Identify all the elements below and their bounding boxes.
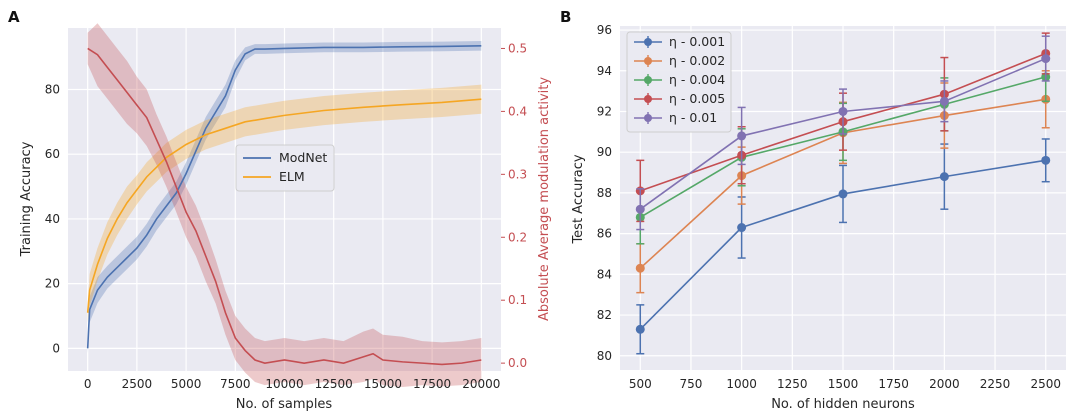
x-tick-label: 1000 (726, 377, 757, 391)
panel-a-label: A (8, 8, 20, 26)
panel-b-ylabel: Test Accuracy (571, 154, 586, 244)
x-tick-label: 500 (629, 377, 652, 391)
y-tick-label: 82 (597, 308, 612, 322)
y-tick-label: 0 (52, 341, 60, 355)
x-tick-label: 7500 (220, 377, 251, 391)
legend-marker-eta-0002 (644, 57, 652, 65)
point-eta-0002 (635, 263, 645, 273)
point-eta-0001 (939, 172, 949, 182)
x-tick-label: 20000 (462, 377, 500, 391)
x-tick-label: 2000 (929, 377, 960, 391)
y-tick-label: 80 (597, 349, 612, 363)
y2-tick-label: 0.5 (508, 41, 527, 55)
y2-tick-label: 0.3 (508, 167, 527, 181)
legend-label-eta-0001: η - 0.001 (669, 34, 725, 49)
y-tick-label: 90 (597, 145, 612, 159)
point-eta-0001 (635, 324, 645, 334)
legend-marker-eta-0005 (644, 95, 652, 103)
x-tick-label: 1750 (878, 377, 909, 391)
y2-tick-label: 0.1 (508, 293, 527, 307)
x-tick-label: 5000 (171, 377, 202, 391)
y-tick-label: 92 (597, 104, 612, 118)
legend-label-eta-0004: η - 0.004 (669, 72, 725, 87)
legend-label-modnet: ModNet (279, 150, 327, 165)
legend-marker-eta-001 (644, 114, 652, 122)
point-eta-0001 (737, 223, 747, 233)
panel-a-y2label: Absolute Average modulation activity (537, 77, 552, 321)
y-tick-label: 60 (45, 147, 60, 161)
panel-a-ylabel: Training Accuracy (19, 141, 34, 257)
legend-marker-eta-0004 (644, 76, 652, 84)
y-tick-label: 96 (597, 23, 612, 37)
panel-b: 500 750 1000 1250 1500 1750 2000 2250 2500 80 82 84… (560, 8, 1066, 412)
panel-b-legend: η - 0.001 η - 0.002 η - 0.004 η - 0.005 η - … (626, 31, 732, 133)
legend-label-eta-001: η - 0.01 (669, 110, 717, 125)
x-tick-label: 2500 (122, 377, 153, 391)
panel-a-lines (86, 45, 482, 366)
panel-a: 0 2500 5000 7500 10000 12500 15000 17500 20000 0 2… (8, 8, 552, 412)
line-modnet (86, 45, 482, 349)
x-tick-label: 17500 (413, 377, 451, 391)
panel-a-ticks: 0 2500 5000 7500 10000 12500 15000 17500 20000 0 2… (45, 41, 527, 391)
panel-a-grid (68, 28, 501, 371)
point-eta-001 (1041, 54, 1051, 64)
legend-label-elm: ELM (279, 169, 305, 184)
panel-b-label: B (560, 8, 571, 26)
y2-tick-label: 0.2 (508, 230, 527, 244)
legend-label-eta-0005: η - 0.005 (669, 91, 725, 106)
y-tick-label: 20 (45, 277, 60, 291)
x-tick-label: 1250 (777, 377, 808, 391)
x-tick-label: 0 (84, 377, 92, 391)
y-tick-label: 80 (45, 82, 60, 96)
line-modulation-activity (87, 47, 482, 366)
y-tick-label: 88 (597, 186, 612, 200)
x-tick-label: 2500 (1030, 377, 1061, 391)
point-eta-0001 (1041, 155, 1051, 165)
point-eta-001 (737, 131, 747, 141)
y-tick-label: 40 (45, 212, 60, 226)
band-modnet (87, 40, 482, 354)
panel-b-legend-box (626, 31, 732, 133)
point-eta-001 (838, 106, 848, 116)
legend-marker-eta-0001 (644, 38, 652, 46)
panel-b-xlabel: No. of hidden neurons (771, 397, 915, 412)
band-modulation-activity (87, 23, 482, 388)
point-eta-0001 (838, 189, 848, 199)
panel-b-ticks: 500 750 1000 1250 1500 1750 2000 2250 2500 80 82 84… (597, 23, 1061, 391)
x-tick-label: 10000 (265, 377, 303, 391)
line-elm (86, 98, 482, 313)
point-eta-001 (939, 96, 949, 106)
panel-b-series (635, 32, 1051, 355)
y-tick-label: 94 (597, 64, 612, 78)
panel-a-xlabel: No. of samples (236, 397, 333, 412)
y-tick-label: 84 (597, 267, 612, 281)
y2-tick-label: 0.4 (508, 104, 527, 118)
point-eta-001 (635, 204, 645, 214)
legend-label-eta-0002: η - 0.002 (669, 53, 725, 68)
panel-a-legend-box (235, 144, 335, 192)
x-tick-label: 750 (680, 377, 703, 391)
x-tick-label: 12500 (315, 377, 353, 391)
x-tick-label: 1500 (828, 377, 859, 391)
x-tick-label: 2250 (980, 377, 1011, 391)
y-tick-label: 86 (597, 227, 612, 241)
y2-tick-label: 0.0 (508, 356, 527, 370)
x-tick-label: 15000 (364, 377, 402, 391)
panel-a-legend: ModNet ELM (235, 144, 335, 192)
